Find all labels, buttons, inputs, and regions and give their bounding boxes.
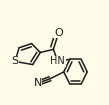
Text: N: N xyxy=(33,78,42,88)
Text: S: S xyxy=(11,56,19,66)
Text: HN: HN xyxy=(50,56,65,66)
Text: O: O xyxy=(54,28,63,38)
